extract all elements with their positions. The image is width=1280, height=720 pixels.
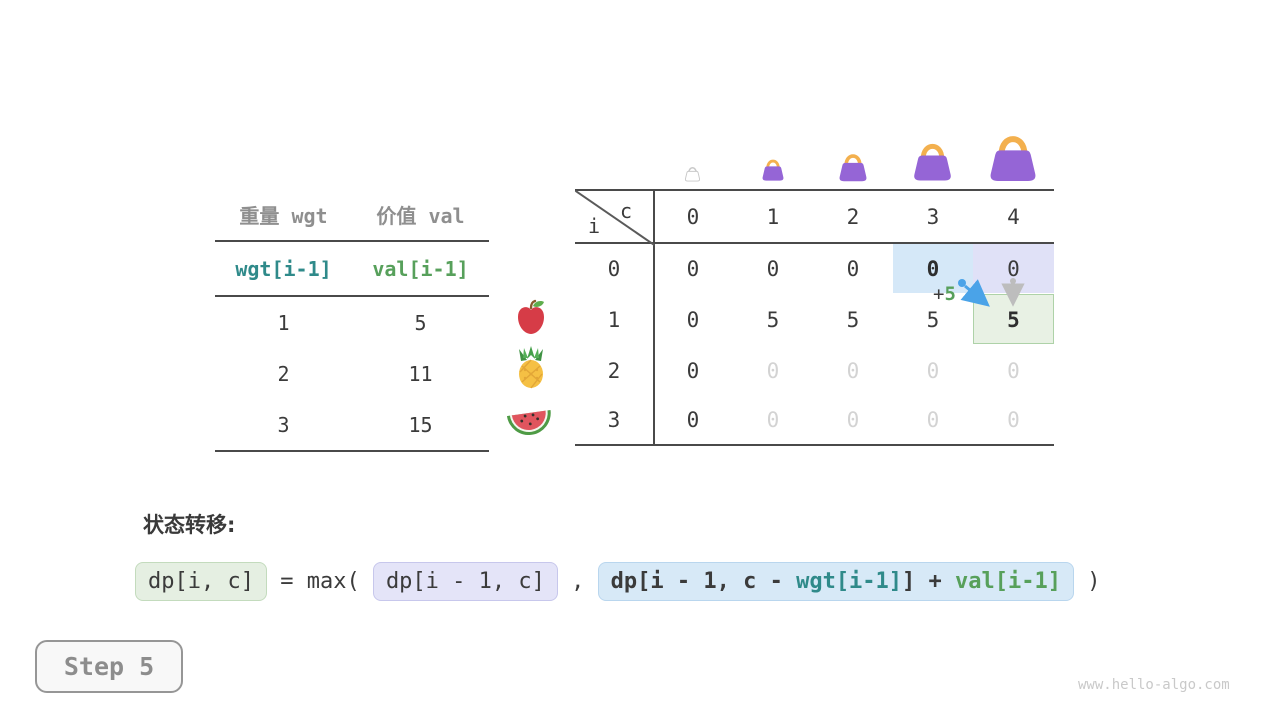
dp-cell-r1-c2: 5 xyxy=(846,307,860,332)
dp-col-header: 2 xyxy=(846,204,860,229)
dp-cell-r3-c3: 0 xyxy=(926,408,940,432)
items-table-header-weight: 重量 wgt xyxy=(239,203,328,228)
items-table-row: 1 5 xyxy=(215,297,489,348)
item-value: 5 xyxy=(414,310,427,335)
bag-icon-capacity-3 xyxy=(914,143,951,181)
formula-skip-term: dp[i - 1, c] xyxy=(372,561,558,601)
bag-icon-capacity-0 xyxy=(684,167,701,182)
items-table: 重量 wgt 价值 val wgt[i-1] val[i-1] 1 5 2 11… xyxy=(215,188,489,452)
state-transition-label: 状态转移: xyxy=(143,513,236,537)
apple-icon xyxy=(518,299,544,334)
formula-close-paren: ) xyxy=(1074,568,1101,594)
watermelon-icon xyxy=(506,409,551,435)
formula-current-cell: dp[i, c] xyxy=(135,561,267,601)
dp-row-header: 0 xyxy=(607,256,621,281)
dp-cell-r0-c4: 0 xyxy=(1007,256,1020,281)
dp-cell-r0-c1: 0 xyxy=(766,256,780,281)
dp-cell-r1-c3: 5 xyxy=(926,307,940,332)
items-table-row: 3 15 xyxy=(215,399,489,452)
bag-icon-capacity-2 xyxy=(839,154,867,182)
transition-arrow-skip xyxy=(1001,278,1025,307)
dp-row-header: 2 xyxy=(607,358,621,383)
dp-cell-r3-c1: 0 xyxy=(766,408,780,432)
dp-table-header-separator xyxy=(575,242,1054,244)
step-button-label: Step 5 xyxy=(63,652,155,681)
transition-arrow-take xyxy=(958,279,990,307)
dp-corner-col-var: c xyxy=(620,199,633,223)
formula-take-prefix: dp[i - 1, c - xyxy=(610,568,797,594)
plus-sign: + xyxy=(933,283,945,305)
gain-value: 5 xyxy=(944,283,956,305)
formula-comma: , xyxy=(557,568,598,594)
dp-cell-r2-c2: 0 xyxy=(846,358,860,383)
dp-table-bottom-border xyxy=(575,444,1054,446)
items-table-subheader-val: val[i-1] xyxy=(372,256,469,281)
transition-gain-label: + 5 xyxy=(933,283,956,305)
dp-col-header: 0 xyxy=(686,204,700,229)
dp-cell-r1-c0: 0 xyxy=(686,307,700,332)
item-value: 11 xyxy=(408,361,433,386)
dp-cell-r2-c3: 0 xyxy=(926,358,940,383)
formula-take-mid: ] + xyxy=(902,568,956,594)
dp-table-top-border xyxy=(575,189,1054,191)
dp-row-headers: 0 1 2 3 xyxy=(575,243,653,444)
formula-take-wgt: wgt[i-1] xyxy=(796,568,903,594)
dp-cell-r2-c0: 0 xyxy=(686,358,700,383)
dp-cell-r3-c4: 0 xyxy=(1007,408,1020,432)
bag-icon-capacity-4 xyxy=(990,136,1036,181)
dp-row-header: 1 xyxy=(607,307,621,332)
watermark: www.hello-algo.com xyxy=(1078,677,1230,693)
item-weight: 2 xyxy=(277,361,290,386)
dp-cell-r1-c1: 5 xyxy=(766,307,780,332)
formula-take-term: dp[i - 1, c - wgt[i-1]] + val[i-1] xyxy=(597,561,1074,601)
dp-cell-r0-c3: 0 xyxy=(926,256,940,281)
dp-col-header: 1 xyxy=(766,204,780,229)
state-transition-formula: dp[i, c] = max( dp[i - 1, c] , dp[i - 1,… xyxy=(135,561,1101,601)
dp-corner-row-var: i xyxy=(588,214,601,238)
dp-cell-r0-c0: 0 xyxy=(686,256,700,281)
dp-cell-r2-c4: 0 xyxy=(1007,358,1020,383)
dp-row-header: 3 xyxy=(607,408,621,432)
item-weight: 1 xyxy=(277,310,290,335)
dp-col-header: 3 xyxy=(926,204,940,229)
dp-cell-r3-c2: 0 xyxy=(846,408,860,432)
dp-table-vertical-divider xyxy=(653,189,655,446)
dp-column-headers: 0 1 2 3 4 xyxy=(653,191,1054,242)
dp-col-header: 4 xyxy=(1007,204,1020,229)
dp-cell-r1-c4: 5 xyxy=(1007,307,1020,332)
items-table-header-value: 价值 val xyxy=(376,203,465,228)
dp-cells-grid: 0 0 0 0 0 0 5 5 5 5 0 0 0 0 0 0 0 0 0 0 xyxy=(653,243,1054,444)
dp-cell-r2-c1: 0 xyxy=(766,358,780,383)
formula-take-val: val[i-1] xyxy=(955,568,1061,594)
step-button[interactable]: Step 5 xyxy=(35,640,183,693)
bag-icon-capacity-1 xyxy=(762,159,784,181)
dp-cell-r0-c2: 0 xyxy=(846,256,860,281)
pineapple-icon xyxy=(519,346,543,389)
formula-equals-max: = max( xyxy=(266,568,373,594)
item-value: 15 xyxy=(408,412,433,437)
items-table-row: 2 11 xyxy=(215,348,489,399)
item-weight: 3 xyxy=(277,412,290,437)
items-table-subheader-wgt: wgt[i-1] xyxy=(235,256,332,281)
transition-arrows xyxy=(958,278,1025,307)
dp-cell-r3-c0: 0 xyxy=(686,408,700,432)
